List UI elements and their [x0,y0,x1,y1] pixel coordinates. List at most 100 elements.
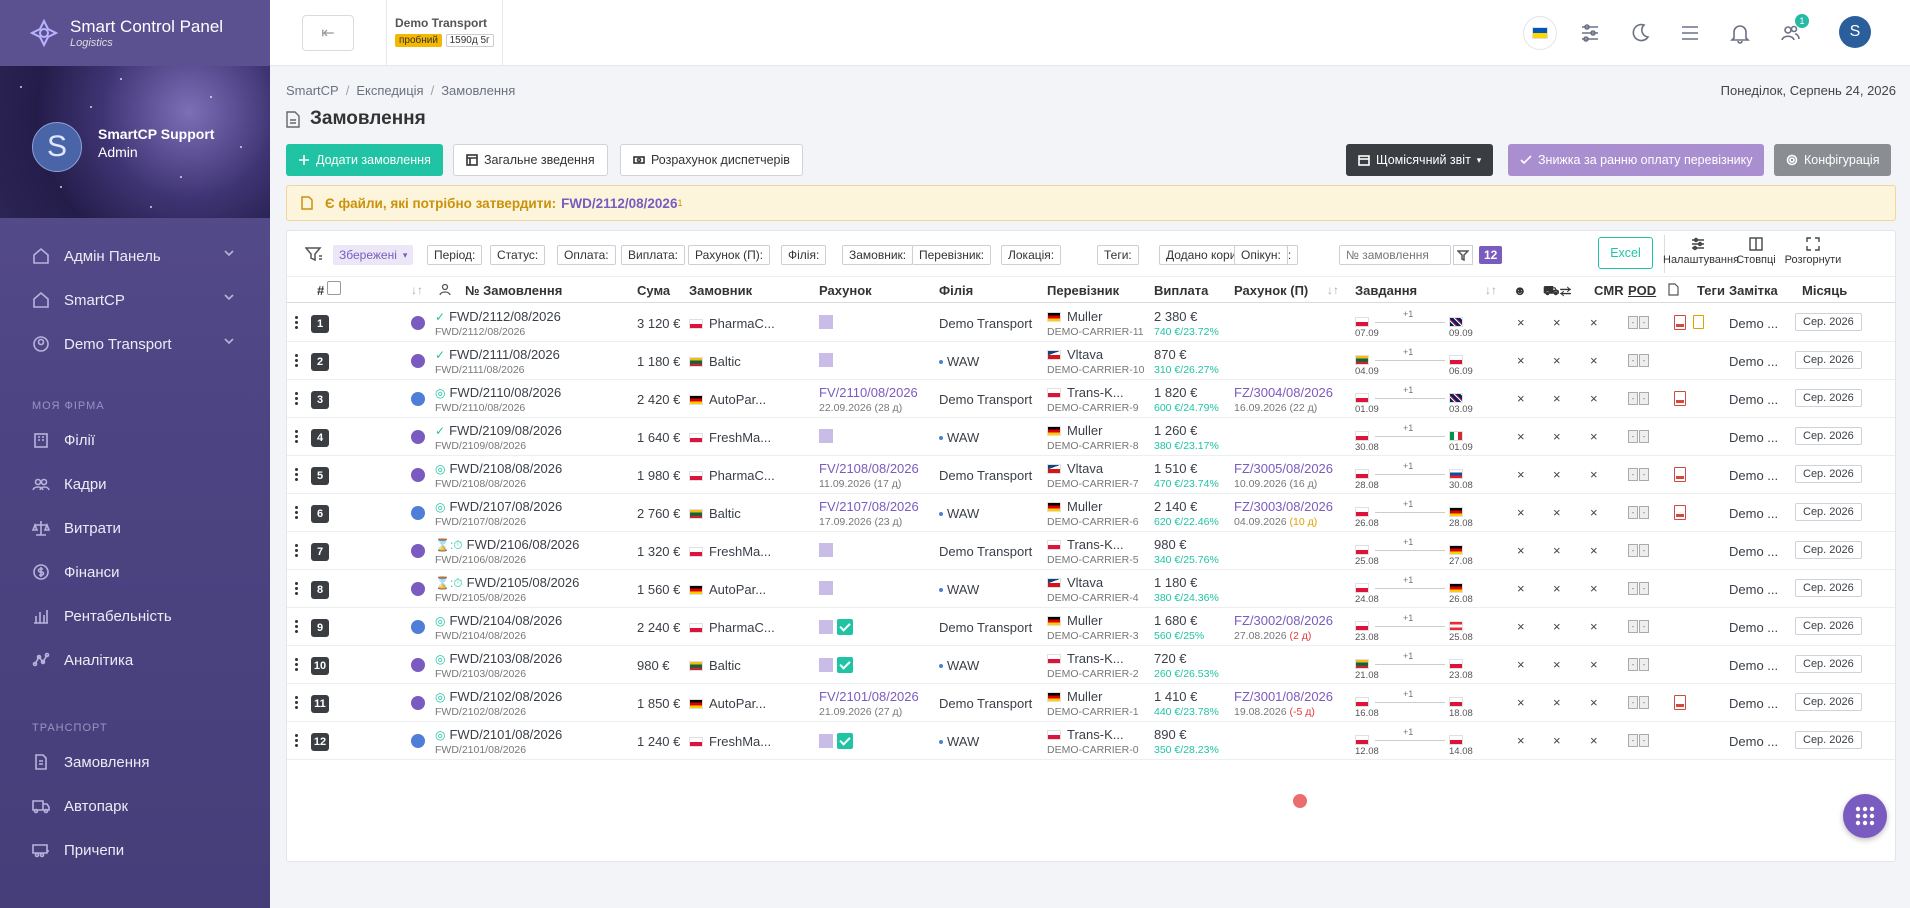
settings-sliders-button[interactable] [1573,16,1607,50]
brand[interactable]: Smart Control Panel Logistics [0,0,270,66]
customer-cell[interactable]: Baltic [689,506,741,521]
order-number-search-input[interactable] [1339,245,1451,265]
transport-cross[interactable]: × [1553,543,1561,558]
transport-cross[interactable]: × [1553,391,1561,406]
company-switcher[interactable]: Demo Transport пробний 1590д 5г [386,0,503,66]
pdf-icon[interactable] [1674,695,1686,710]
sidebar-item-staff[interactable]: Кадри [0,462,270,506]
col-customer[interactable]: Замовник [689,283,753,298]
row-actions-menu-icon[interactable] [295,544,299,558]
filter-chip[interactable]: Перевізник: [912,245,992,265]
transport-cross[interactable]: × [1553,695,1561,710]
invoice-placeholder[interactable] [819,429,833,444]
row-actions-menu-icon[interactable] [295,620,299,634]
status-cross[interactable]: × [1517,315,1525,330]
invoice-placeholder[interactable] [819,315,833,330]
month-badge[interactable]: Сер. 2026 [1795,503,1862,521]
invoice-empty-square[interactable] [819,620,833,634]
customer-cell[interactable]: FreshMa... [689,734,771,749]
order-number[interactable]: FWD/2104/08/2026 [449,613,563,628]
filter-chip[interactable]: Філія: [781,245,827,265]
invoice-link[interactable]: FV/2110/08/2026 [819,385,918,400]
pod-toggle[interactable]: -- [1628,544,1649,557]
expand-button[interactable]: Розгорнути [1778,236,1848,266]
row-actions-menu-icon[interactable] [295,696,299,710]
carrier-cell[interactable]: Muller DEMO-CARRIER-3 [1047,613,1139,642]
customer-cell[interactable]: AutoPar... [689,392,766,407]
col-month[interactable]: Місяць [1802,283,1848,298]
col-invoice-p[interactable]: Рахунок (П) [1234,283,1309,298]
month-badge[interactable]: Сер. 2026 [1795,389,1862,407]
status-cross[interactable]: × [1517,429,1525,444]
pod-toggle[interactable]: -- [1628,316,1649,329]
invoice-cell[interactable]: FV/2110/08/2026 22.09.2026 (28 д) [819,385,918,414]
transport-cross[interactable]: × [1553,353,1561,368]
filter-chip[interactable]: Оплата: [557,245,616,265]
transport-cross[interactable]: × [1553,429,1561,444]
carrier-cell[interactable]: Muller DEMO-CARRIER-6 [1047,499,1139,528]
sidebar-item-analytics[interactable]: Аналітика [0,638,270,682]
carrier-cell[interactable]: Trans-K... DEMO-CARRIER-0 [1047,727,1139,756]
invoice-p-link[interactable]: FZ/3001/08/2026 [1234,689,1334,704]
carrier-cell[interactable]: Vltava DEMO-CARRIER-4 [1047,575,1139,604]
table-row[interactable]: 11 ◎ FWD/2102/08/2026 FWD/2102/08/2026 1 850… [287,684,1895,722]
order-number[interactable]: FWD/2101/08/2026 [449,727,563,742]
order-number-cell[interactable]: ✓ FWD/2112/08/2026 FWD/2112/08/2026 [435,309,561,338]
invoice-empty-square[interactable] [819,581,833,595]
cmr-cross[interactable]: × [1590,695,1598,710]
early-payment-discount-button[interactable]: Знижка за ранню оплату перевізнику [1508,144,1765,176]
order-number[interactable]: FWD/2103/08/2026 [449,651,563,666]
pod-toggle[interactable]: -- [1628,696,1649,709]
row-actions-menu-icon[interactable] [295,316,299,330]
tasks-route[interactable]: +1 24.08 26.08 [1355,573,1473,605]
invoice-placeholder[interactable] [819,619,853,635]
note-text[interactable]: Demo ... [1729,544,1779,559]
table-row[interactable]: 4 ✓ FWD/2109/08/2026 FWD/2109/08/2026 1 640 … [287,418,1895,456]
order-number-cell[interactable]: ◎ FWD/2108/08/2026 FWD/2108/08/2026 [435,461,563,490]
order-number[interactable]: FWD/2111/08/2026 [449,347,560,362]
invoice-p-cell[interactable]: FZ/3002/08/2026 27.08.2026 (2 д) [1234,613,1333,642]
row-actions-menu-icon[interactable] [295,354,299,368]
order-number[interactable]: FWD/2109/08/2026 [449,423,562,438]
order-number-cell[interactable]: ◎ FWD/2102/08/2026 FWD/2102/08/2026 [435,689,562,718]
invoice-cell[interactable]: FV/2108/08/2026 11.09.2026 (17 д) [819,461,919,490]
cmr-cross[interactable]: × [1590,657,1598,672]
note-text[interactable]: Demo ... [1729,316,1779,331]
monthly-report-button[interactable]: Щомісячний звіт ▾ [1346,144,1494,176]
tasks-route[interactable]: +1 04.09 06.09 [1355,345,1473,377]
pod-toggle[interactable]: -- [1628,430,1649,443]
customer-cell[interactable]: PharmaC... [689,620,775,635]
col-cmr[interactable]: CMR [1594,283,1624,298]
transport-cross[interactable]: × [1553,581,1561,596]
cmr-cross[interactable]: × [1590,391,1598,406]
month-badge[interactable]: Сер. 2026 [1795,693,1862,711]
pod-toggle[interactable]: -- [1628,392,1649,405]
carrier-cell[interactable]: Muller DEMO-CARRIER-8 [1047,423,1139,452]
transport-cross[interactable]: × [1553,467,1561,482]
notifications-button[interactable] [1723,16,1757,50]
col-payout[interactable]: Виплата [1154,283,1209,298]
customer-cell[interactable]: FreshMa... [689,430,771,445]
order-number[interactable]: FWD/2110/08/2026 [449,385,562,400]
collapse-sidebar-button[interactable]: ⇤ [302,15,354,51]
row-actions-menu-icon[interactable] [295,430,299,444]
cmr-cross[interactable]: × [1590,505,1598,520]
order-number[interactable]: FWD/2112/08/2026 [449,309,561,324]
sidebar-item-trailers[interactable]: Причепи [0,828,270,872]
invoice-placeholder[interactable] [819,657,853,673]
pending-file-icon[interactable] [1693,315,1704,329]
month-badge[interactable]: Сер. 2026 [1795,351,1862,369]
order-number[interactable]: FWD/2108/08/2026 [449,461,563,476]
row-actions-menu-icon[interactable] [295,734,299,748]
invoice-empty-square[interactable] [819,734,833,748]
apps-fab-button[interactable] [1843,794,1887,838]
customer-cell[interactable]: FreshMa... [689,544,771,559]
language-flag-button[interactable] [1523,16,1557,50]
col-tags[interactable]: Теги [1697,283,1725,298]
alert-order-link[interactable]: FWD/2112/08/2026 [561,195,678,211]
filter-chip[interactable]: Період: [427,245,483,265]
pod-toggle[interactable]: -- [1628,734,1649,747]
col-note[interactable]: Замітка [1729,283,1778,298]
tasks-route[interactable]: +1 28.08 30.08 [1355,459,1473,491]
tasks-route[interactable]: +1 01.09 03.09 [1355,383,1473,415]
